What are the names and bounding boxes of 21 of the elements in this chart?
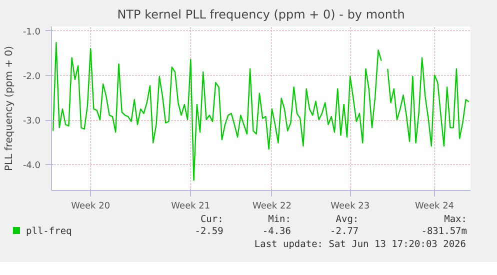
text: -2.77	[329, 225, 359, 238]
x-tick-label: Week 21	[171, 202, 210, 212]
x-tick-label: Week 23	[330, 202, 370, 212]
text: Cur:	[199, 214, 224, 225]
y-tick-label: -3.0	[22, 116, 41, 127]
chart-title: NTP kernel PLL frequency (ppm + 0) - by month	[117, 8, 405, 22]
text: -831.57m	[420, 225, 467, 238]
y-tick-label: -1.0	[22, 27, 41, 38]
text: Last update: Sat Jun 13 17:20:03 2026	[253, 238, 467, 251]
x-tick-label: Week 20	[71, 202, 110, 212]
legend-label: pll-freq	[25, 225, 73, 238]
text: -4.36	[261, 225, 291, 238]
y-axis-title: PLL frequency (ppm + 0)	[4, 46, 15, 172]
x-tick-label: Week 22	[252, 202, 292, 212]
text: -2.59	[194, 225, 224, 238]
y-tick-label: -4.0	[22, 161, 41, 172]
y-tick-label: -2.0	[22, 72, 41, 82]
x-tick-label: Week 24	[415, 202, 454, 212]
text: Min:	[267, 214, 291, 225]
text: Avg:	[334, 214, 359, 225]
text: Max:	[443, 214, 467, 225]
